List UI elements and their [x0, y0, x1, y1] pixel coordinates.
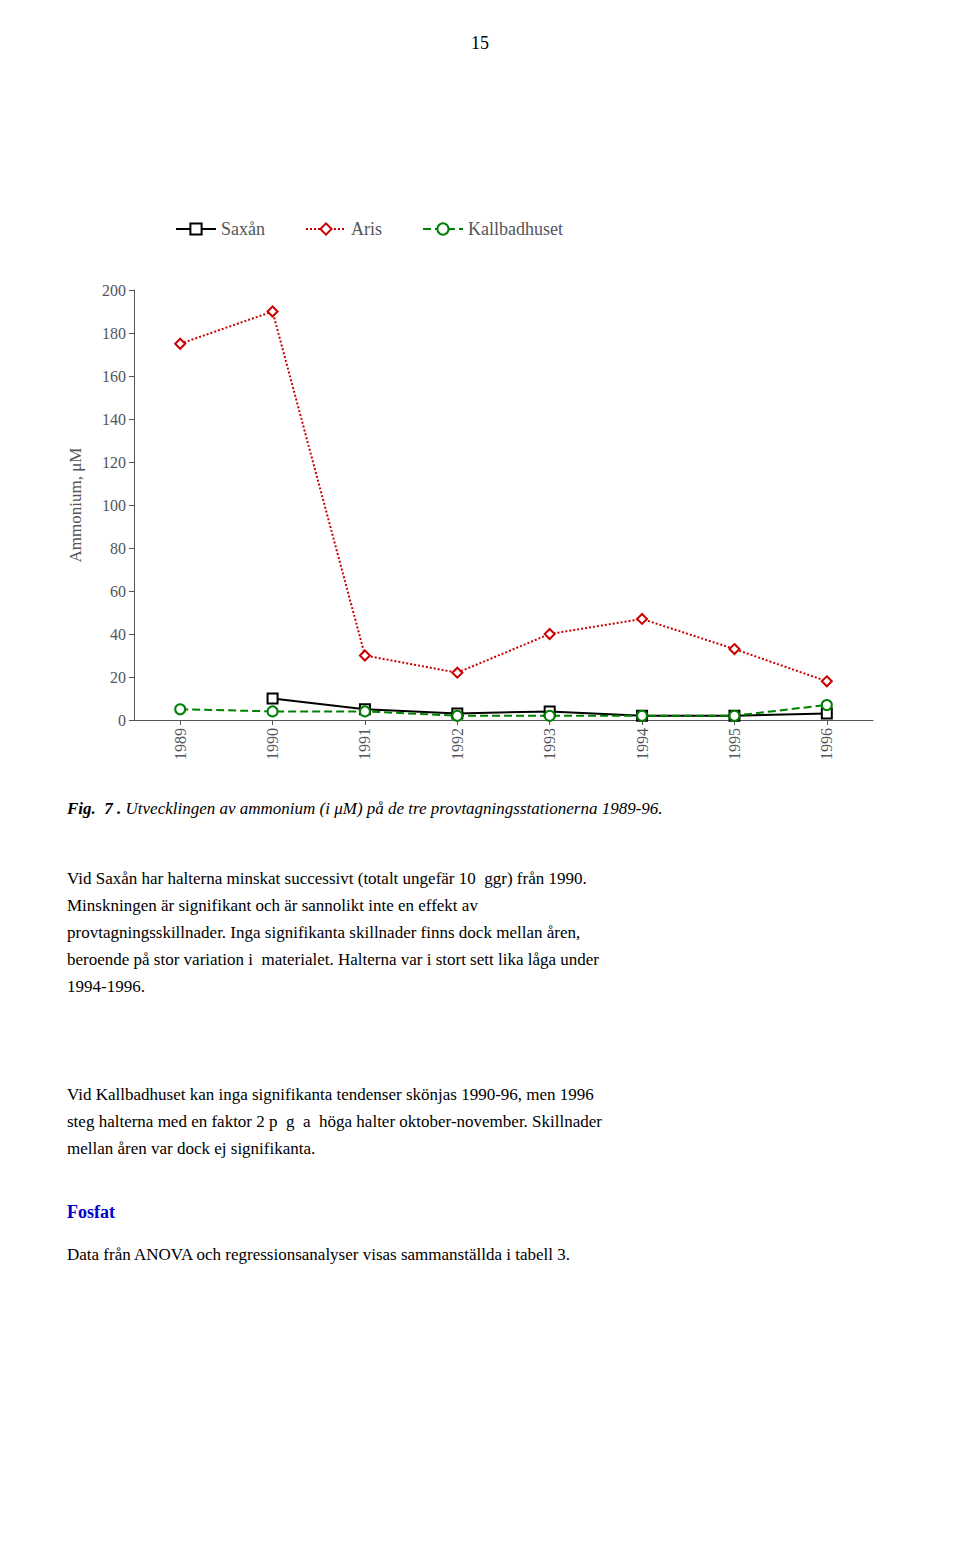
svg-text:20: 20 [110, 669, 126, 686]
svg-text:120: 120 [102, 454, 126, 471]
svg-text:1994: 1994 [634, 728, 651, 760]
svg-text:1993: 1993 [541, 728, 558, 760]
svg-text:1995: 1995 [726, 728, 743, 760]
svg-text:180: 180 [102, 325, 126, 342]
svg-text:0: 0 [118, 712, 126, 729]
svg-text:1989: 1989 [172, 728, 189, 760]
svg-text:80: 80 [110, 540, 126, 557]
svg-text:60: 60 [110, 583, 126, 600]
svg-text:Utvecklingen av ammonium (i μM: Utvecklingen av ammonium (i μM) på de tr… [121, 799, 662, 818]
svg-text:Saxån: Saxån [221, 219, 265, 239]
svg-text:Kallbadhuset: Kallbadhuset [468, 219, 563, 239]
svg-text:160: 160 [102, 368, 126, 385]
svg-text:Ammonium, μM: Ammonium, μM [66, 448, 85, 563]
svg-text:200: 200 [102, 282, 126, 299]
svg-text:Fig. 7 .: Fig. 7 . [66, 799, 121, 818]
svg-text:mellan åren var dock ej signif: mellan åren var dock ej signifikanta. [67, 1139, 315, 1158]
svg-text:Vid Kallbadhuset kan inga sign: Vid Kallbadhuset kan inga signifikanta t… [67, 1085, 594, 1104]
svg-text:1990: 1990 [264, 728, 281, 760]
svg-text:1992: 1992 [449, 728, 466, 760]
svg-text:40: 40 [110, 626, 126, 643]
svg-text:15: 15 [471, 33, 489, 53]
svg-text:beroende på stor variation i: beroende på stor variation i materialet.… [67, 950, 599, 969]
svg-text:140: 140 [102, 411, 126, 428]
svg-text:Minskningen är signifikant och: Minskningen är signifikant och är sannol… [67, 896, 478, 915]
svg-text:provtagningsskillnader. Inga s: provtagningsskillnader. Inga signifikant… [67, 923, 580, 942]
svg-text:1991: 1991 [356, 728, 373, 760]
svg-text:Vid Saxån har halterna minskat: Vid Saxån har halterna minskat successiv… [67, 869, 587, 888]
svg-text:1994-1996.: 1994-1996. [67, 977, 145, 996]
svg-text:1996: 1996 [818, 728, 835, 760]
svg-text:Data från ANOVA och regression: Data från ANOVA och regressionsanalyser … [67, 1245, 570, 1264]
svg-text:100: 100 [102, 497, 126, 514]
svg-text:steg halterna med en faktor 2: steg halterna med en faktor 2 p g a höga… [67, 1112, 602, 1131]
svg-text:Aris: Aris [351, 219, 382, 239]
svg-text:Fosfat: Fosfat [67, 1202, 115, 1222]
